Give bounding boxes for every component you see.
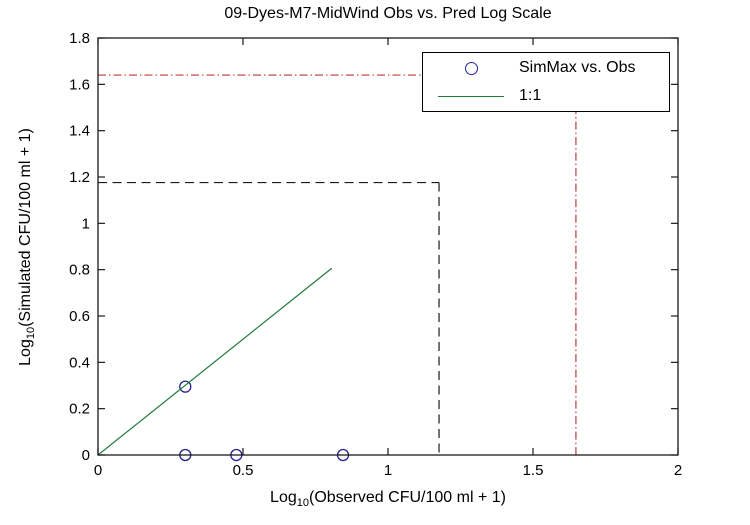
legend-label-one-to-one: 1:1 <box>519 87 542 104</box>
y-tick-label: 1.8 <box>69 30 90 47</box>
open-circle-marker-icon <box>464 61 478 75</box>
legend-swatch-zone <box>433 95 509 97</box>
x-axis-label-prefix: Log <box>270 489 297 506</box>
legend-entry-simmax: SimMax vs. Obs <box>423 54 669 82</box>
x-tick-label: 1.5 <box>523 462 544 479</box>
data-point-marker <box>179 380 192 393</box>
x-axis-label: Log10(Observed CFU/100 ml + 1) <box>98 489 678 509</box>
y-tick-label: 1.4 <box>69 123 90 140</box>
x-tick-label: 0 <box>94 462 102 479</box>
one-to-one-line <box>97 267 333 456</box>
y-tick-label: 0 <box>82 447 90 464</box>
line-sample-icon <box>438 95 504 97</box>
y-axis-label: Log10(Simulated CFU/100 ml + 1) <box>17 128 37 366</box>
y-tick-label: 0.4 <box>69 354 90 371</box>
y-tick-label: 0.2 <box>69 401 90 418</box>
legend-box: SimMax vs. Obs 1:1 <box>422 52 670 112</box>
y-tick-label: 0.8 <box>69 262 90 279</box>
x-axis-label-subscript: 10 <box>296 497 309 510</box>
y-axis-label-rest: (Simulated CFU/100 ml + 1) <box>16 128 34 327</box>
y-tick-label: 1.2 <box>69 169 90 186</box>
y-tick-label: 1.6 <box>69 76 90 93</box>
y-tick-label: 0.6 <box>69 308 90 325</box>
y-axis-label-subscript: 10 <box>25 326 38 340</box>
chart-title: 09-Dyes-M7-MidWind Obs vs. Pred Log Scal… <box>224 5 552 22</box>
x-tick-label: 0.5 <box>233 462 254 479</box>
y-axis-label-prefix: Log <box>16 339 34 366</box>
x-tick-label: 1 <box>384 462 392 479</box>
legend-label-simmax: SimMax vs. Obs <box>519 59 636 76</box>
legend-entry-one-to-one: 1:1 <box>423 82 669 110</box>
x-tick-label: 2 <box>674 462 682 479</box>
x-axis-label-rest: (Observed CFU/100 ml + 1) <box>309 489 506 506</box>
y-tick-label: 1 <box>82 215 90 232</box>
legend-swatch-zone <box>433 61 509 75</box>
